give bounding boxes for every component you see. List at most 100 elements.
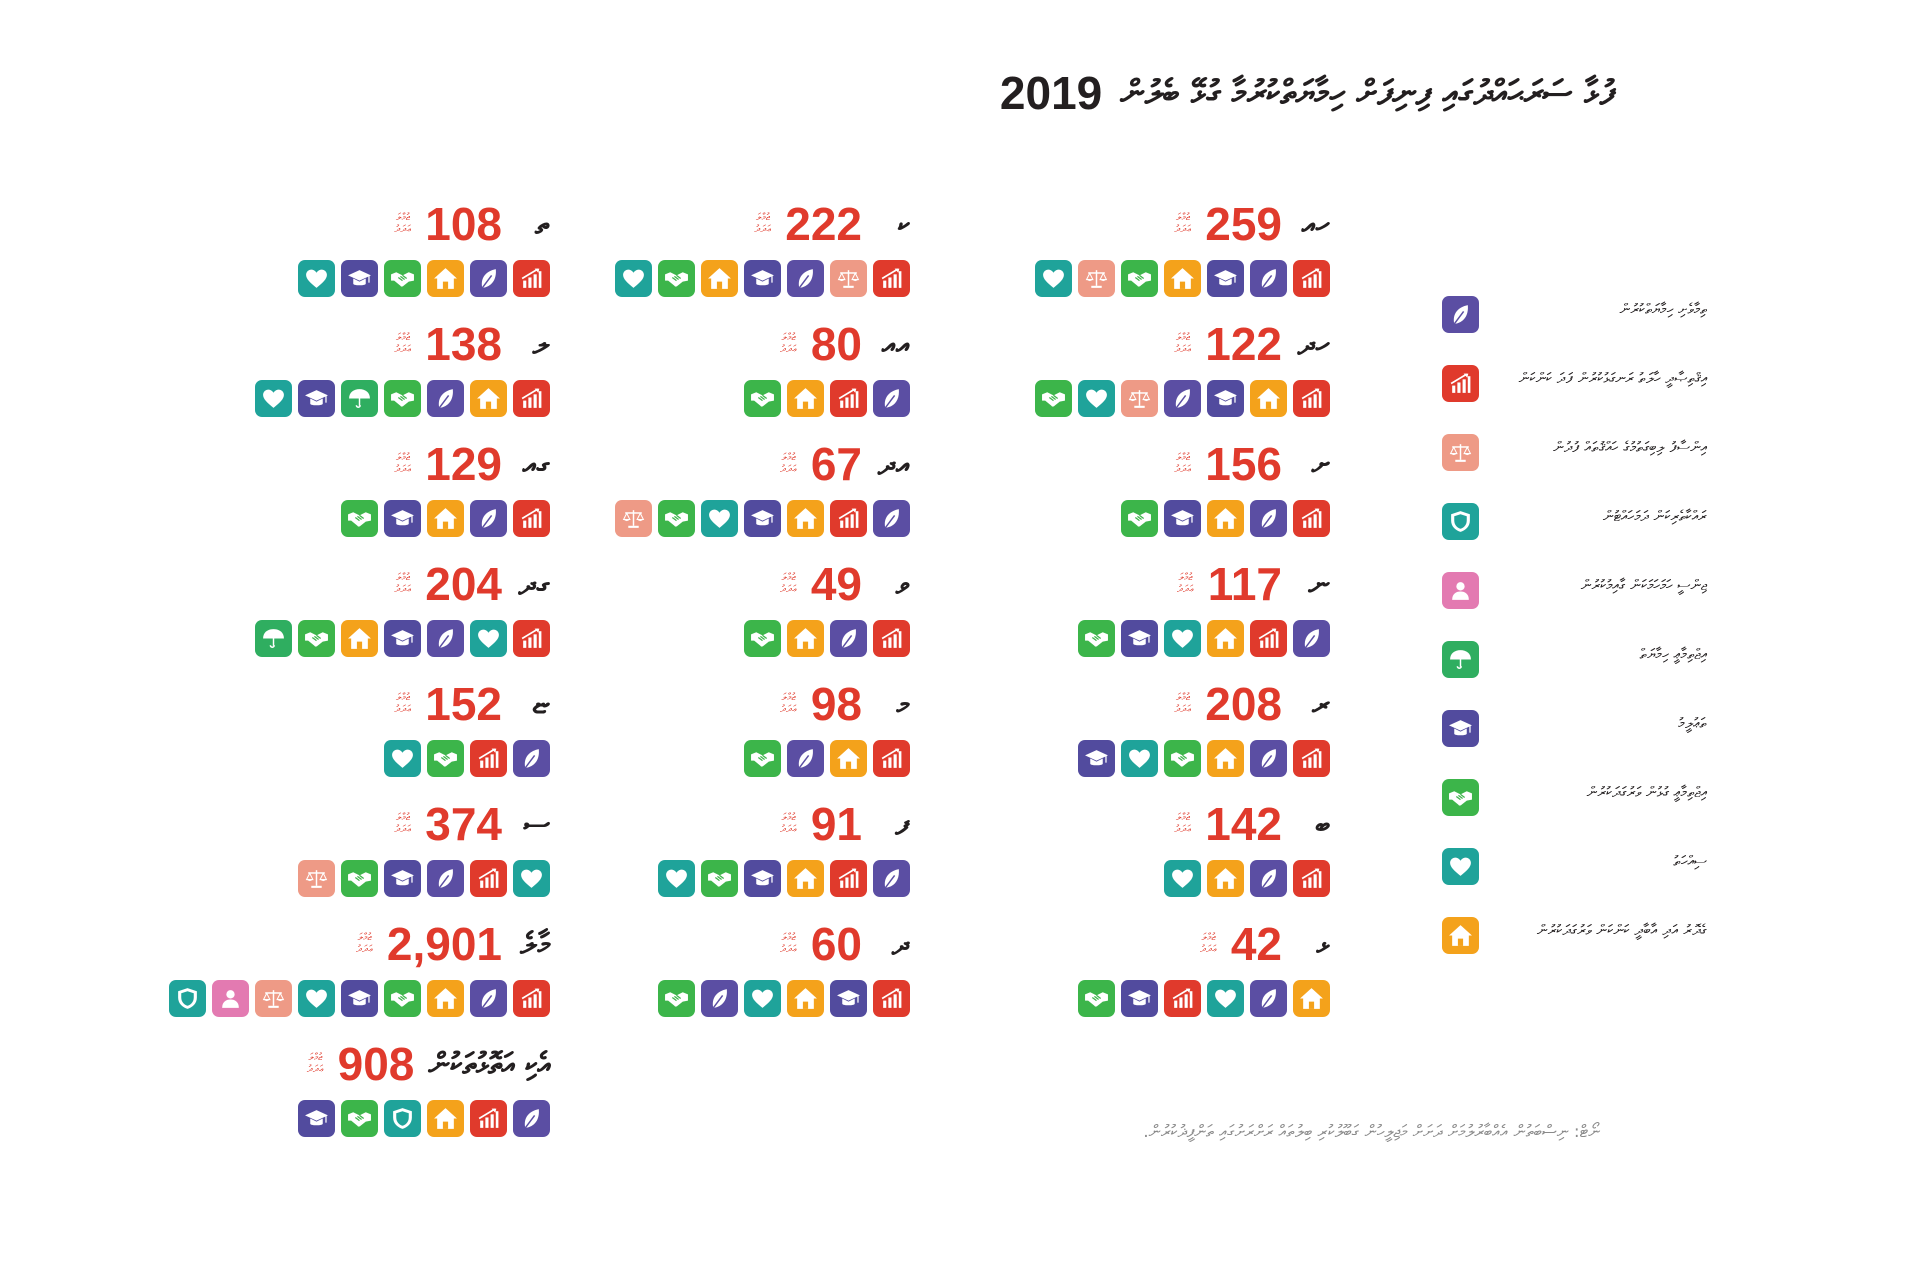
count-unit-label: ޖުމްލަ ޢަދަދު — [1174, 812, 1191, 836]
atoll-name: އދ — [877, 446, 910, 482]
page-title: 2019 ފުޅާ ސަރަޙައްދުގައި ފިނިފަށް ހިމާޔަ… — [1000, 66, 1614, 120]
legend-label: ރައްކާތެރިކަން ދަމަހައްޓުން — [1602, 507, 1707, 525]
atoll-count: 374 — [425, 798, 502, 850]
unit-line-1: ޖުމްލަ — [781, 692, 796, 703]
atoll-entry-header: ގދ 204 ޖުމްލަ ޢަދަދު — [394, 558, 550, 610]
unit-line-2: ޢަދަދު — [1174, 704, 1192, 715]
bar-chart-icon — [1293, 740, 1330, 777]
unit-line-1: ޖުމްލަ — [755, 212, 770, 223]
count-unit-label: ޖުމްލަ ޢަދަދު — [394, 812, 411, 836]
house-icon — [830, 740, 867, 777]
house-icon — [701, 260, 738, 297]
legend-item: އިންސާފު ލިބިގަތުމުގެ ހައްޤުތައް ފުދުން — [1442, 434, 1732, 503]
bar-chart-icon — [830, 380, 867, 417]
atoll-entry-header: ގއ 129 ޖުމްލަ ޢަދަދު — [394, 438, 550, 490]
count-unit-label: ޖުމްލަ ޢަދަދު — [394, 212, 411, 236]
graduation-cap-icon — [1164, 500, 1201, 537]
unit-line-2: ޢަދަދު — [754, 224, 772, 235]
scales-icon — [1442, 434, 1479, 471]
bar-chart-icon — [1293, 380, 1330, 417]
atoll-count: 42 — [1230, 918, 1282, 970]
atoll-name: ހދ — [1297, 326, 1330, 362]
unit-line-2: ޢަދަދު — [1200, 944, 1217, 955]
unit-line-1: ޖުމްލަ — [1175, 332, 1190, 343]
unit-line-2: ޢަދަދު — [394, 344, 412, 355]
scales-icon — [255, 980, 292, 1017]
bar-chart-icon — [1164, 980, 1201, 1017]
leaf-icon — [787, 260, 824, 297]
graduation-cap-icon — [384, 620, 421, 657]
bar-chart-icon — [873, 260, 910, 297]
atoll-entry-header: ސ 374 ޖުމްލަ ޢަދަދު — [394, 798, 550, 850]
legend-label: ތަޢުލީމު — [1678, 714, 1707, 732]
atoll-count: 204 — [425, 558, 502, 610]
leaf-icon — [1250, 860, 1287, 897]
category-icon-row — [1035, 380, 1330, 417]
unit-line-1: ޖުމްލަ — [1175, 812, 1190, 823]
category-icon-row — [169, 980, 550, 1017]
unit-line-1: ޖުމްލަ — [781, 932, 796, 943]
heart-icon — [744, 980, 781, 1017]
atoll-entry-header: ދ 60 ޖުމްލަ ޢަދަދު — [780, 918, 910, 970]
atoll-entry: މ 98 ޖުމްލަ ޢަދަދު — [620, 678, 910, 798]
atoll-entry: އއ 80 ޖުމްލަ ޢަދަދު — [620, 318, 910, 438]
atoll-count: 67 — [810, 438, 862, 490]
unit-line-2: ޢަދަދު — [1174, 344, 1192, 355]
atoll-entry-header: މާލެ 2,901 ޖުމްލަ ޢަދަދު — [356, 918, 550, 970]
category-icon-row — [1121, 500, 1330, 537]
atoll-entry-header: ހއ 259 ޖުމްލަ ޢަދަދު — [1174, 198, 1330, 250]
graduation-cap-icon — [1121, 980, 1158, 1017]
category-icon-row — [1035, 260, 1330, 297]
unit-line-2: ޢަދަދު — [394, 824, 412, 835]
unit-line-2: ޢަދަދު — [1174, 224, 1192, 235]
count-unit-label: ޖުމްލަ ޢަދަދު — [1200, 932, 1217, 956]
atoll-count: 222 — [785, 198, 862, 250]
legend-label: ސިއްހަތު — [1673, 852, 1707, 870]
handshake-icon — [1121, 500, 1158, 537]
heart-icon — [701, 500, 738, 537]
shield-icon — [1442, 503, 1479, 540]
handshake-icon — [384, 380, 421, 417]
unit-line-2: ޢަދަދު — [780, 944, 797, 955]
person-icon — [212, 980, 249, 1017]
house-icon — [341, 620, 378, 657]
bar-chart-icon — [1293, 860, 1330, 897]
house-icon — [1250, 380, 1287, 417]
bar-chart-icon — [1442, 365, 1479, 402]
house-icon — [1207, 860, 1244, 897]
unit-line-2: ޢަދަދު — [306, 1064, 324, 1075]
house-icon — [1442, 917, 1479, 954]
graduation-cap-icon — [384, 860, 421, 897]
scales-icon — [1121, 380, 1158, 417]
heart-icon — [1035, 260, 1072, 297]
atoll-entry: ޅ 42 ޖުމްލަ ޢަދަދު — [1040, 918, 1330, 1038]
graduation-cap-icon — [341, 260, 378, 297]
atoll-name: ފ — [895, 806, 910, 842]
handshake-icon — [1442, 779, 1479, 816]
legend-item: އިޖްތިމާޢީ ހިމާޔަތް — [1442, 641, 1732, 710]
atoll-entry-header: ޅ 42 ޖުމްލަ ޢަދަދު — [1200, 918, 1330, 970]
leaf-icon — [470, 260, 507, 297]
atoll-name: ސ — [523, 806, 550, 842]
legend-item: އިޖްތިމާޢީ ގުޅުން ވަރުގަދަކުރުން — [1442, 779, 1732, 848]
person-icon — [1442, 572, 1479, 609]
legend-label: ޖިންސީ ހަމަހަމަކަން ގާއިމުކުރުން — [1580, 576, 1707, 594]
count-unit-label: ޖުމްލަ ޢަދަދު — [780, 572, 797, 596]
count-unit-label: ޖުމްލަ ޢަދަދު — [394, 572, 411, 596]
handshake-icon — [744, 380, 781, 417]
atoll-count: 259 — [1205, 198, 1282, 250]
atoll-name: ވ — [895, 566, 910, 602]
unit-line-2: ޢަދަދު — [394, 584, 412, 595]
atoll-entry: ބ 142 ޖުމްލަ ޢަދަދު — [1040, 798, 1330, 918]
atoll-name: މާލެ — [520, 926, 550, 962]
unit-line-2: ޢަދަދު — [1174, 464, 1192, 475]
count-unit-label: ޖުމްލަ ޢަދަދު — [1174, 212, 1191, 236]
atoll-name: ނ — [1308, 566, 1330, 602]
legend-label: އިންސާފު ލިބިގަތުމުގެ ހައްޤުތައް ފުދުން — [1553, 438, 1707, 456]
count-unit-label: ޖުމްލަ ޢަދަދު — [307, 1052, 324, 1076]
column-2: ކ 222 ޖުމްލަ ޢަދަދު އއ 80 ޖުމްލަ ޢަދަދު އދ 67 ޖުމް… — [615, 198, 910, 1038]
handshake-icon — [744, 740, 781, 777]
house-icon — [1207, 740, 1244, 777]
graduation-cap-icon — [384, 500, 421, 537]
leaf-icon — [1250, 980, 1287, 1017]
